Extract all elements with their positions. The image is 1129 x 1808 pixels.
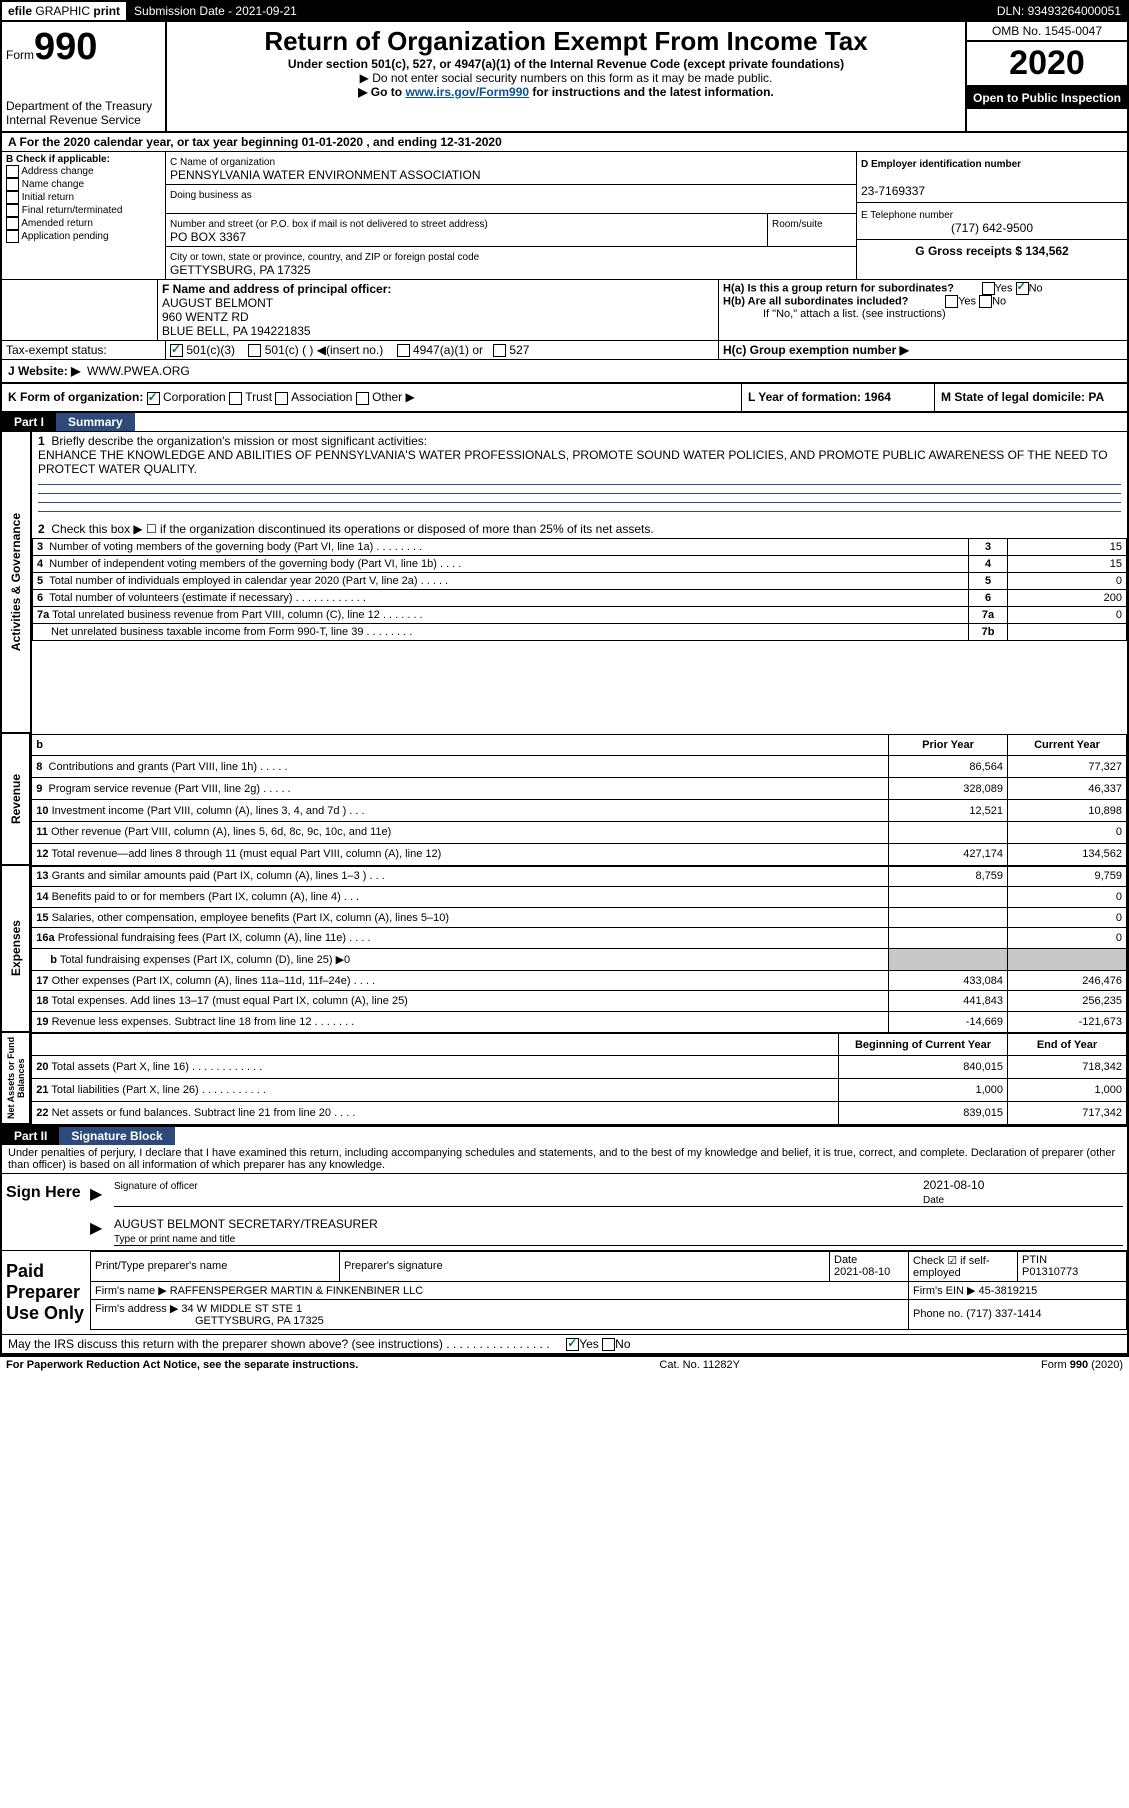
declaration: Under penalties of perjury, I declare th… [2, 1145, 1127, 1174]
arrow-icon: ▶ [90, 1186, 102, 1203]
part2-label: Part II [2, 1127, 59, 1145]
efile-link[interactable]: efile efile GRAPHIC printGRAPHIC print [2, 2, 128, 20]
sidebar-expenses: Expenses [9, 920, 23, 976]
netassets-table: Beginning of Current YearEnd of Year 20 … [31, 1033, 1127, 1125]
paid-preparer-label: Paid Preparer Use Only [2, 1251, 90, 1334]
sign-here-label: Sign Here [2, 1174, 90, 1250]
527-checkbox[interactable] [493, 344, 506, 357]
tax-year: 2020 [967, 42, 1127, 87]
form-number-footer: Form 990 (2020) [1041, 1359, 1123, 1371]
sidebar-activities: Activities & Governance [9, 513, 23, 651]
discuss-yes-checkbox[interactable] [566, 1338, 579, 1351]
revenue-table: bPrior YearCurrent Year 8 Contributions … [31, 734, 1127, 866]
submission-date: Submission Date - 2021-09-21 [128, 2, 305, 20]
form-org-label: K Form of organization: [8, 390, 143, 404]
dba-label: Doing business as [170, 190, 252, 201]
sig-officer-label: Signature of officer [114, 1181, 198, 1192]
other-checkbox[interactable] [356, 392, 369, 405]
501c-checkbox[interactable] [248, 344, 261, 357]
hc-label: H(c) Group exemption number ▶ [723, 343, 909, 357]
officer-city: BLUE BELL, PA 194221835 [162, 324, 311, 338]
form-label: Form [6, 48, 34, 62]
gross-receipts: G Gross receipts $ 134,562 [915, 244, 1068, 258]
phone-label: E Telephone number [861, 210, 953, 221]
discuss-question: May the IRS discuss this return with the… [8, 1337, 550, 1351]
ha-label: H(a) Is this a group return for subordin… [723, 282, 954, 294]
officer-label: F Name and address of principal officer: [162, 282, 391, 296]
pra-notice: For Paperwork Reduction Act Notice, see … [6, 1359, 358, 1371]
sig-date-label: Date [923, 1195, 944, 1206]
form990-link[interactable]: www.irs.gov/Form990 [405, 85, 529, 99]
spacer [305, 2, 991, 20]
topbar: efile efile GRAPHIC printGRAPHIC print S… [0, 0, 1129, 22]
discuss-no-checkbox[interactable] [602, 1338, 615, 1351]
dept-label: Department of the Treasury Internal Reve… [6, 99, 161, 127]
preparer-table: Print/Type preparer's name Preparer's si… [90, 1251, 1127, 1330]
expenses-table: 13 Grants and similar amounts paid (Part… [31, 866, 1127, 1033]
assoc-checkbox[interactable] [275, 392, 288, 405]
website-value: WWW.PWEA.ORG [87, 364, 190, 378]
phone-value: (717) 642-9500 [861, 221, 1123, 235]
city-label: City or town, state or province, country… [170, 252, 479, 263]
omb-number: OMB No. 1545-0047 [967, 22, 1127, 42]
dln: DLN: 93493264000051 [991, 2, 1127, 20]
q1: Briefly describe the organization's miss… [51, 434, 427, 448]
sidebar-netassets: Net Assets or Fund Balances [6, 1033, 26, 1123]
4947-checkbox[interactable] [397, 344, 410, 357]
part1-title: Summary [56, 413, 135, 431]
mission-text: ENHANCE THE KNOWLEDGE AND ABILITIES OF P… [38, 448, 1108, 476]
part2-title: Signature Block [59, 1127, 174, 1145]
ein-label: D Employer identification number [861, 159, 1021, 170]
state-domicile: M State of legal domicile: PA [934, 384, 1127, 410]
form-note-2: ▶ Go to www.irs.gov/Form990 for instruct… [175, 85, 957, 99]
sidebar-revenue: Revenue [9, 774, 23, 824]
year-formation: L Year of formation: 1964 [741, 384, 934, 410]
org-name-label: C Name of organization [170, 157, 275, 168]
officer-name-title: AUGUST BELMONT SECRETARY/TREASURER [114, 1217, 378, 1231]
name-title-label: Type or print name and title [114, 1234, 235, 1245]
part1-label: Part I [2, 413, 56, 431]
hb-note: If "No," attach a list. (see instruction… [723, 308, 1123, 320]
form-header: Form990 Department of the Treasury Inter… [2, 22, 1127, 133]
block-b: B Check if applicable: Address change Na… [2, 152, 166, 279]
501c3-checkbox[interactable] [170, 344, 183, 357]
org-name: PENNSYLVANIA WATER ENVIRONMENT ASSOCIATI… [170, 168, 481, 182]
addr-label: Number and street (or P.O. box if mail i… [170, 219, 488, 230]
calendar-year: A For the 2020 calendar year, or tax yea… [2, 133, 1127, 152]
officer-name: AUGUST BELMONT [162, 296, 273, 310]
hb-label: H(b) Are all subordinates included? [723, 295, 908, 307]
open-public: Open to Public Inspection [967, 87, 1127, 109]
cat-number: Cat. No. 11282Y [659, 1359, 740, 1371]
room-label: Room/suite [772, 219, 823, 230]
website-label: J Website: ▶ [8, 364, 80, 378]
form-title: Return of Organization Exempt From Incom… [175, 26, 957, 57]
city-state-zip: GETTYSBURG, PA 17325 [170, 263, 311, 277]
corp-checkbox[interactable] [147, 392, 160, 405]
form-subtitle: Under section 501(c), 527, or 4947(a)(1)… [175, 57, 957, 71]
trust-checkbox[interactable] [229, 392, 242, 405]
officer-addr: 960 WENTZ RD [162, 310, 249, 324]
arrow-icon: ▶ [90, 1220, 102, 1237]
q2: Check this box ▶ ☐ if the organization d… [51, 522, 653, 536]
form-number: 990 [34, 26, 97, 68]
sig-date: 2021-08-10 [923, 1178, 984, 1192]
tax-status-label: Tax-exempt status: [2, 341, 166, 359]
ein-value: 23-7169337 [861, 184, 925, 198]
form-note-1: ▶ Do not enter social security numbers o… [175, 71, 957, 85]
governance-table: 3 Number of voting members of the govern… [32, 538, 1127, 641]
street-address: PO BOX 3367 [170, 230, 246, 244]
